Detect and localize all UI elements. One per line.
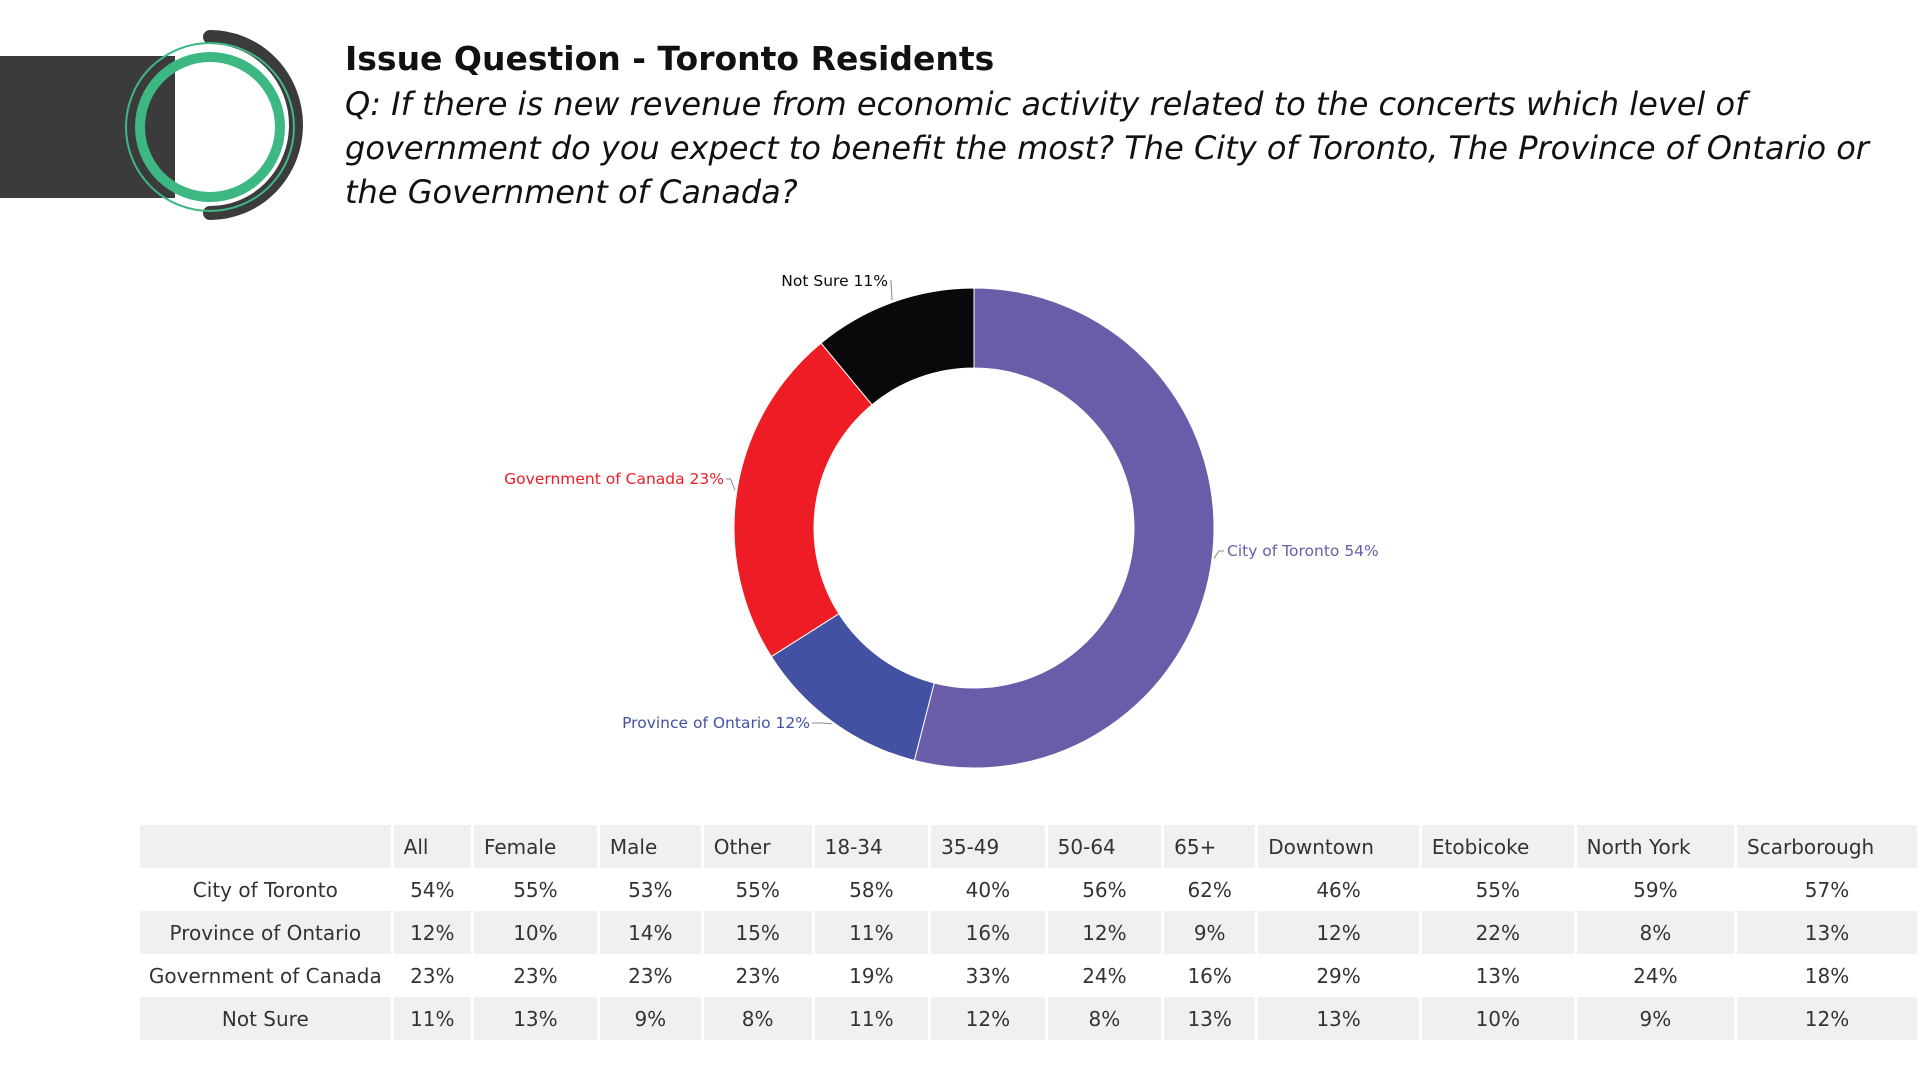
header-corner-cell	[140, 825, 394, 868]
table-cell: 46%	[1256, 868, 1422, 911]
table-cell: 18%	[1735, 954, 1920, 997]
table-cell: 12%	[929, 997, 1048, 1040]
label-leader-line	[812, 722, 832, 725]
table-cell: 57%	[1735, 868, 1920, 911]
crosstab-table: All Female Male Other 18-34 35-49 50-64 65+ Down…	[140, 825, 1920, 1040]
header: Issue Question - Toronto Residents Q: If…	[345, 38, 1885, 214]
donut-slice-government-of-canada	[733, 342, 873, 658]
table-cell: 40%	[929, 868, 1048, 911]
table-cell: 11%	[813, 911, 932, 954]
table-cell: 19%	[813, 954, 932, 997]
column-header: 35-49	[929, 825, 1048, 868]
table-header-row: All Female Male Other 18-34 35-49 50-64 65+ Down…	[140, 825, 1920, 868]
table-cell: 56%	[1046, 868, 1165, 911]
donut-chart: City of Toronto 54% Province of Ontario 1…	[504, 272, 1379, 769]
table-cell: 12%	[1735, 997, 1920, 1040]
table-cell: 8%	[702, 997, 815, 1040]
table-cell: 24%	[1046, 954, 1165, 997]
column-header: Downtown	[1256, 825, 1422, 868]
row-label: City of Toronto	[140, 868, 394, 911]
donut-slice-city-of-toronto	[913, 287, 1215, 769]
column-header: All	[392, 825, 474, 868]
table-cell: 12%	[1256, 911, 1422, 954]
data-label: City of Toronto 54%	[1227, 542, 1379, 560]
table-cell: 15%	[702, 911, 815, 954]
table-cell: 16%	[929, 911, 1048, 954]
table-cell: 8%	[1575, 911, 1738, 954]
column-header: 65+	[1162, 825, 1259, 868]
table-cell: 59%	[1575, 868, 1738, 911]
table-row: Government of Canada 23% 23% 23% 23% 19% 33% 24…	[140, 954, 1920, 997]
data-label: Province of Ontario 12%	[622, 714, 810, 732]
table-cell: 16%	[1162, 954, 1259, 997]
table-cell: 8%	[1046, 997, 1165, 1040]
table-cell: 12%	[1046, 911, 1165, 954]
table-cell: 13%	[1420, 954, 1577, 997]
table-cell: 23%	[392, 954, 474, 997]
row-label: Province of Ontario	[140, 911, 394, 954]
table-cell: 9%	[1162, 911, 1259, 954]
table-cell: 53%	[598, 868, 704, 911]
table-cell: 23%	[598, 954, 704, 997]
table-cell: 10%	[472, 911, 600, 954]
table-cell: 11%	[392, 997, 474, 1040]
row-label: Not Sure	[140, 997, 394, 1040]
table-cell: 33%	[929, 954, 1048, 997]
table-cell: 62%	[1162, 868, 1259, 911]
table-cell: 11%	[813, 997, 932, 1040]
column-header: Male	[598, 825, 704, 868]
table-row: City of Toronto 54% 55% 53% 55% 58% 40% 56% 62% 4…	[140, 868, 1920, 911]
table-cell: 24%	[1575, 954, 1738, 997]
table-cell: 9%	[598, 997, 704, 1040]
table-cell: 55%	[472, 868, 600, 911]
column-header: North York	[1575, 825, 1738, 868]
table-cell: 58%	[813, 868, 932, 911]
table-row: Province of Ontario 12% 10% 14% 15% 11% 16% 12%…	[140, 911, 1920, 954]
table-cell: 55%	[702, 868, 815, 911]
column-header: Female	[472, 825, 600, 868]
data-label: Not Sure 11%	[781, 272, 888, 290]
table-cell: 13%	[1162, 997, 1259, 1040]
table-cell: 9%	[1575, 997, 1738, 1040]
header-dark-bar	[0, 56, 175, 198]
label-leader-line	[890, 280, 893, 301]
table-cell: 14%	[598, 911, 704, 954]
column-header: Other	[702, 825, 815, 868]
table-cell: 55%	[1420, 868, 1577, 911]
table-cell: 13%	[472, 997, 600, 1040]
donut-slice-not-sure	[820, 287, 975, 406]
brand-ring-logo-icon	[125, 30, 303, 220]
table-cell: 54%	[392, 868, 474, 911]
page-title: Issue Question - Toronto Residents	[345, 39, 995, 78]
column-header: Etobicoke	[1420, 825, 1577, 868]
table-cell: 23%	[472, 954, 600, 997]
table-cell: 23%	[702, 954, 815, 997]
column-header: 50-64	[1046, 825, 1165, 868]
row-label: Government of Canada	[140, 954, 394, 997]
table-cell: 29%	[1256, 954, 1422, 997]
survey-question: Q: If there is new revenue from economic…	[345, 85, 1869, 211]
column-header: Scarborough	[1735, 825, 1920, 868]
table-row: Not Sure 11% 13% 9% 8% 11% 12% 8% 13% 13% 10% 9% 12%	[140, 997, 1920, 1040]
table-cell: 22%	[1420, 911, 1577, 954]
table-cell: 13%	[1256, 997, 1422, 1040]
data-label: Government of Canada 23%	[504, 470, 724, 488]
label-leader-line	[1213, 550, 1224, 559]
table-cell: 10%	[1420, 997, 1577, 1040]
label-leader-line	[726, 478, 736, 491]
table-cell: 13%	[1735, 911, 1920, 954]
column-header: 18-34	[813, 825, 932, 868]
table-cell: 12%	[392, 911, 474, 954]
